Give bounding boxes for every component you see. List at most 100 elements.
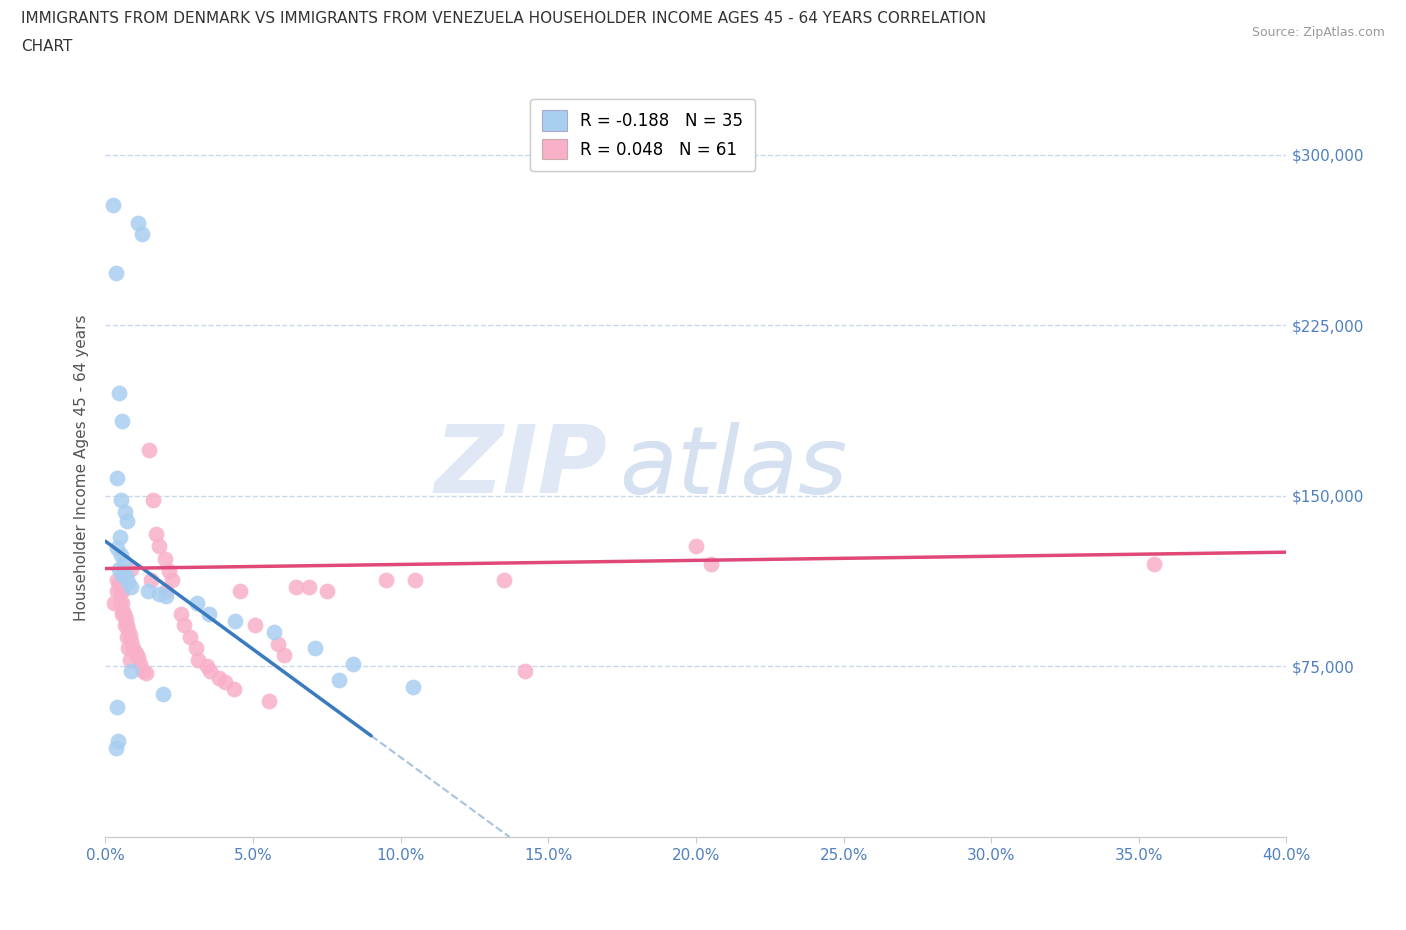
Point [115,618,138,633]
Point [112,606,135,621]
Point [700,556,723,571]
Point [328,672,350,687]
Point [111,568,134,583]
Point [136,584,159,599]
Point [342,657,364,671]
Point [108,595,131,610]
Point [120,561,142,576]
Point [107,734,129,749]
Point [135,666,157,681]
Point [115,630,138,644]
Point [114,504,136,519]
Point [127,216,149,231]
Legend: R = -0.188   N = 35, R = 0.048   N = 61: R = -0.188 N = 35, R = 0.048 N = 61 [530,99,755,171]
Point [111,584,134,599]
Point [153,552,176,567]
Point [120,634,142,649]
Point [108,584,131,599]
Point [243,618,266,633]
Point [122,641,145,656]
Point [105,471,128,485]
Point [145,527,167,542]
Y-axis label: Householder Income Ages 45 - 64 years: Householder Income Ages 45 - 64 years [75,314,90,620]
Point [304,641,326,656]
Point [200,663,222,678]
Point [107,561,129,576]
Point [157,564,180,578]
Point [179,630,201,644]
Point [114,568,136,583]
Point [111,595,134,610]
Point [105,540,128,555]
Point [186,595,208,610]
Point [492,573,515,588]
Point [111,413,134,428]
Point [114,618,136,633]
Point [107,577,129,591]
Point [685,538,707,553]
Point [155,589,177,604]
Point [107,386,129,401]
Point [138,443,160,458]
Point [101,197,124,212]
Point [131,227,153,242]
Text: ZIP: ZIP [434,421,607,513]
Point [129,657,152,671]
Point [132,663,155,678]
Point [315,584,337,599]
Point [374,573,398,588]
Point [284,579,307,594]
Text: CHART: CHART [21,39,73,54]
Point [112,554,135,569]
Point [222,682,245,697]
Point [105,573,128,588]
Point [155,584,177,599]
Point [298,579,321,594]
Point [117,622,139,637]
Text: IMMIGRANTS FROM DENMARK VS IMMIGRANTS FROM VENEZUELA HOUSEHOLDER INCOME AGES 45 : IMMIGRANTS FROM DENMARK VS IMMIGRANTS FR… [21,11,986,26]
Point [170,606,193,621]
Point [224,614,246,629]
Point [103,595,125,610]
Point [142,493,165,508]
Point [110,493,132,508]
Point [513,663,536,678]
Point [152,686,174,701]
Point [214,675,236,690]
Point [184,641,207,656]
Point [173,618,195,633]
Point [1143,556,1166,571]
Point [105,584,128,599]
Point [110,548,132,563]
Point [148,586,170,601]
Point [104,741,127,756]
Point [117,575,139,590]
Point [160,573,183,588]
Point [114,611,136,626]
Point [111,606,134,621]
Point [115,513,138,528]
Point [273,647,295,662]
Point [120,579,142,594]
Point [118,627,141,642]
Point [118,652,141,667]
Point [401,680,423,695]
Point [197,606,219,621]
Point [187,652,209,667]
Point [229,584,252,599]
Text: Source: ZipAtlas.com: Source: ZipAtlas.com [1251,26,1385,39]
Point [208,671,231,685]
Point [104,265,127,280]
Point [105,700,128,715]
Point [141,573,163,588]
Point [405,573,427,588]
Point [127,650,149,665]
Point [267,636,290,651]
Text: atlas: atlas [619,422,848,512]
Point [125,645,148,660]
Point [108,529,131,544]
Point [112,604,135,619]
Point [117,641,139,656]
Point [259,693,281,708]
Point [195,659,218,674]
